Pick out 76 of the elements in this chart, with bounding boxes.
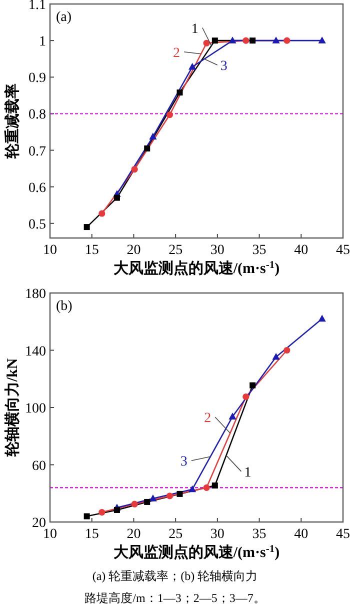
point (228, 412, 236, 420)
y-tick-label: 60 (32, 458, 46, 474)
x-tick-label: 40 (294, 243, 308, 258)
x-axis-title: 大风监测点的风速/(m·s$^{-1}$) (113, 544, 280, 561)
y-tick-label: 140 (25, 344, 46, 360)
point (98, 210, 106, 217)
point (250, 38, 256, 44)
point (284, 37, 290, 44)
point (144, 145, 150, 152)
point (84, 224, 90, 230)
x-tick-label: 20 (126, 527, 141, 542)
point (114, 506, 120, 513)
point (144, 498, 150, 505)
point (212, 38, 218, 44)
series-label: 1 (244, 465, 252, 480)
point (176, 89, 183, 96)
point (84, 513, 90, 520)
point (318, 36, 326, 44)
point (176, 490, 183, 497)
point (188, 485, 196, 492)
chart-title: (a) (56, 10, 72, 25)
series-label: 2 (204, 411, 212, 426)
x-tick-label: 15 (84, 527, 99, 542)
series-label: 1 (191, 22, 198, 37)
point (284, 346, 290, 354)
x-tick-label: 30 (210, 527, 224, 542)
point (203, 484, 210, 491)
x-tick-label: 20 (126, 243, 141, 258)
y-tick-label: 0.6 (28, 180, 46, 196)
point (250, 382, 256, 388)
series-label: 3 (220, 58, 228, 74)
point (318, 314, 326, 322)
point (149, 494, 157, 502)
point (131, 166, 138, 173)
x-tick-label: 35 (252, 527, 266, 542)
point (212, 482, 218, 489)
x-axis-title: 大风监测点的风速/(m·s$^{-1}$) (113, 260, 280, 277)
point (242, 393, 250, 400)
text: 路堤高度/m：1—3；2—5；3—7。 (84, 591, 266, 605)
x-tick-label: 25 (168, 527, 183, 542)
series-label: 3 (180, 454, 188, 470)
point (272, 36, 280, 44)
x-tick-label: 45 (336, 527, 350, 542)
x-tick-label: 10 (43, 527, 57, 542)
x-tick-label: 15 (84, 243, 99, 258)
y-tick-label: 0.9 (28, 71, 46, 86)
y-axis-title: 轮轴横向力/kN (4, 358, 21, 458)
y-tick-label: 20 (32, 516, 46, 531)
y-axis-title: 轮重减载率 (3, 84, 21, 160)
y-tick-label: 1.1 (28, 0, 46, 13)
x-tick-label: 35 (252, 243, 266, 258)
x-tick-label: 45 (336, 243, 350, 258)
point (188, 62, 196, 70)
y-tick-label: 0.5 (28, 217, 46, 232)
x-tick-label: 25 (168, 243, 183, 258)
point (228, 36, 236, 44)
y-tick-label: 0.7 (28, 144, 46, 160)
point (203, 40, 210, 46)
point (149, 132, 157, 140)
x-tick-label: 40 (294, 527, 308, 542)
point (131, 500, 138, 508)
point (114, 194, 120, 201)
chart-title: (b) (56, 299, 73, 314)
point (242, 37, 250, 44)
y-tick-label: 0.8 (28, 108, 46, 123)
point (166, 111, 174, 118)
series-label: 2 (173, 46, 180, 61)
y-tick-label: 1 (39, 34, 46, 50)
point (166, 492, 174, 500)
text: (a) 轮重减载率；(b) 轮轴横向力 (92, 569, 258, 583)
point (272, 352, 280, 360)
point (98, 508, 106, 516)
x-tick-label: 10 (43, 243, 57, 258)
y-tick-label: 180 (25, 287, 46, 302)
x-tick-label: 30 (210, 243, 224, 258)
y-tick-label: 100 (25, 402, 46, 416)
